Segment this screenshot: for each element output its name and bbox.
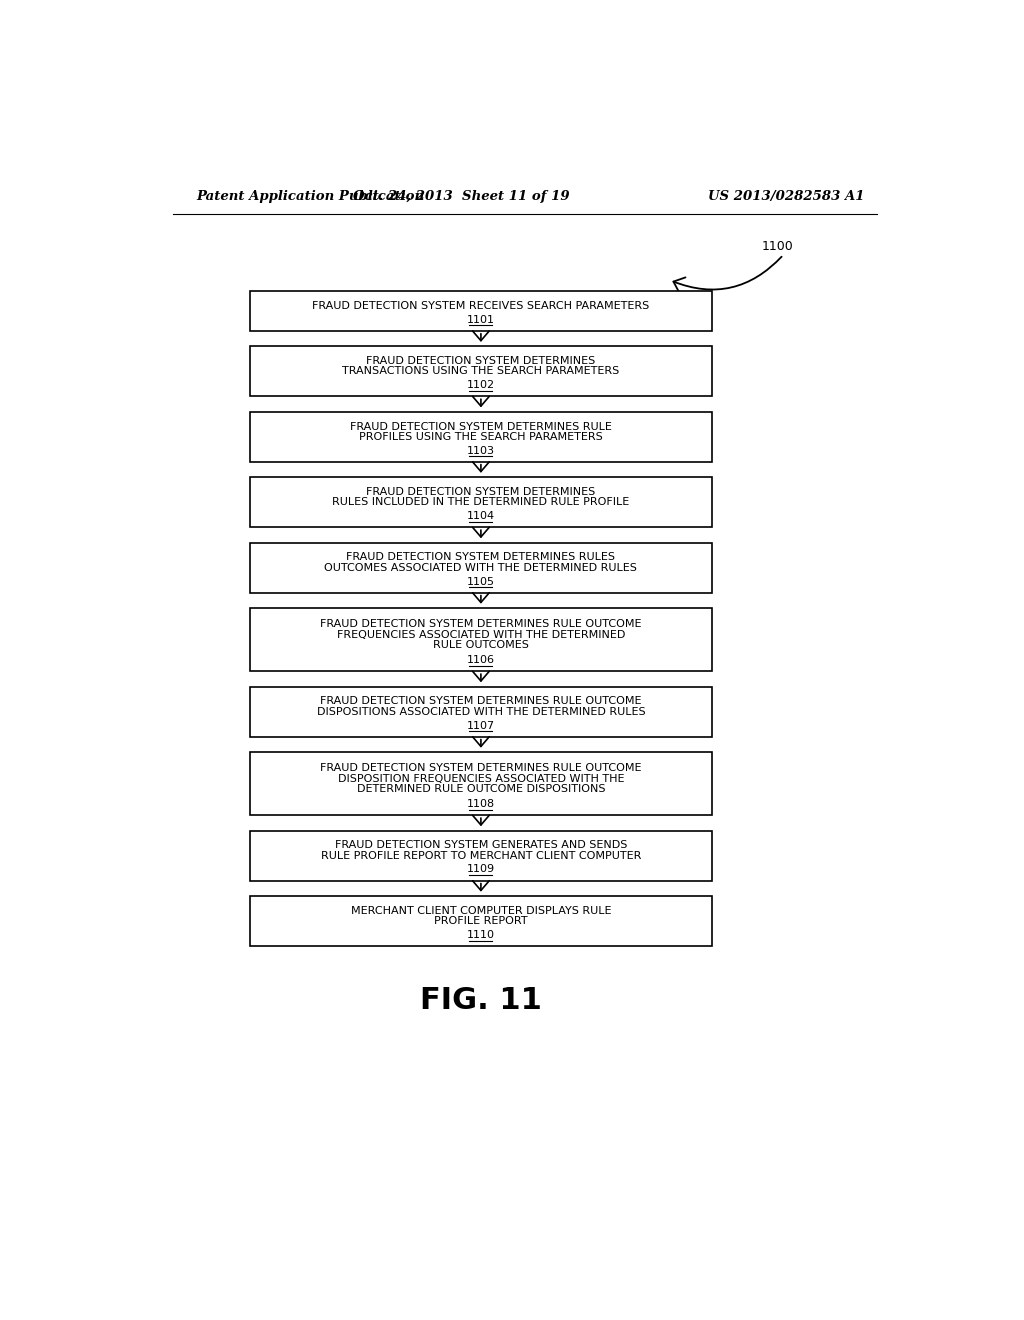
Text: FIG. 11: FIG. 11 xyxy=(420,986,542,1015)
Bar xyxy=(250,290,712,331)
FancyArrowPatch shape xyxy=(473,737,489,747)
Text: 1106: 1106 xyxy=(467,655,495,665)
Text: RULES INCLUDED IN THE DETERMINED RULE PROFILE: RULES INCLUDED IN THE DETERMINED RULE PR… xyxy=(332,498,630,507)
Text: FRAUD DETECTION SYSTEM DETERMINES: FRAUD DETECTION SYSTEM DETERMINES xyxy=(367,356,596,366)
Text: Oct. 24, 2013  Sheet 11 of 19: Oct. 24, 2013 Sheet 11 of 19 xyxy=(353,190,570,203)
Text: PROFILES USING THE SEARCH PARAMETERS: PROFILES USING THE SEARCH PARAMETERS xyxy=(359,432,603,442)
FancyArrowPatch shape xyxy=(473,527,489,537)
FancyArrowPatch shape xyxy=(674,256,781,293)
FancyArrowPatch shape xyxy=(473,462,489,471)
Text: US 2013/0282583 A1: US 2013/0282583 A1 xyxy=(708,190,864,203)
FancyArrowPatch shape xyxy=(473,331,489,341)
Text: DISPOSITIONS ASSOCIATED WITH THE DETERMINED RULES: DISPOSITIONS ASSOCIATED WITH THE DETERMI… xyxy=(316,706,645,717)
Bar xyxy=(250,686,712,737)
Text: DISPOSITION FREQUENCIES ASSOCIATED WITH THE: DISPOSITION FREQUENCIES ASSOCIATED WITH … xyxy=(338,774,625,784)
Bar xyxy=(250,609,712,671)
Text: DETERMINED RULE OUTCOME DISPOSITIONS: DETERMINED RULE OUTCOME DISPOSITIONS xyxy=(356,784,605,795)
Text: PROFILE REPORT: PROFILE REPORT xyxy=(434,916,527,927)
Text: 1103: 1103 xyxy=(467,446,495,455)
Bar xyxy=(250,752,712,816)
Text: RULE OUTCOMES: RULE OUTCOMES xyxy=(433,640,528,649)
Text: FRAUD DETECTION SYSTEM DETERMINES RULE OUTCOME: FRAUD DETECTION SYSTEM DETERMINES RULE O… xyxy=(321,763,642,774)
Text: FRAUD DETECTION SYSTEM DETERMINES RULE OUTCOME: FRAUD DETECTION SYSTEM DETERMINES RULE O… xyxy=(321,619,642,630)
Bar xyxy=(250,830,712,880)
Text: 1102: 1102 xyxy=(467,380,495,391)
Text: OUTCOMES ASSOCIATED WITH THE DETERMINED RULES: OUTCOMES ASSOCIATED WITH THE DETERMINED … xyxy=(325,562,637,573)
Text: FRAUD DETECTION SYSTEM DETERMINES RULES: FRAUD DETECTION SYSTEM DETERMINES RULES xyxy=(346,553,615,562)
Text: FRAUD DETECTION SYSTEM RECEIVES SEARCH PARAMETERS: FRAUD DETECTION SYSTEM RECEIVES SEARCH P… xyxy=(312,301,649,310)
Text: TRANSACTIONS USING THE SEARCH PARAMETERS: TRANSACTIONS USING THE SEARCH PARAMETERS xyxy=(342,367,620,376)
Text: 1104: 1104 xyxy=(467,511,495,521)
Bar xyxy=(250,896,712,946)
Text: 1105: 1105 xyxy=(467,577,495,586)
Bar xyxy=(250,478,712,527)
Bar xyxy=(250,346,712,396)
FancyArrowPatch shape xyxy=(473,396,489,407)
Text: FRAUD DETECTION SYSTEM GENERATES AND SENDS: FRAUD DETECTION SYSTEM GENERATES AND SEN… xyxy=(335,841,627,850)
Text: Patent Application Publication: Patent Application Publication xyxy=(196,190,424,203)
FancyArrowPatch shape xyxy=(473,816,489,825)
Text: FREQUENCIES ASSOCIATED WITH THE DETERMINED: FREQUENCIES ASSOCIATED WITH THE DETERMIN… xyxy=(337,630,625,640)
Text: 1101: 1101 xyxy=(467,314,495,325)
FancyArrowPatch shape xyxy=(473,880,489,891)
Text: FRAUD DETECTION SYSTEM DETERMINES RULE OUTCOME: FRAUD DETECTION SYSTEM DETERMINES RULE O… xyxy=(321,697,642,706)
Text: 1110: 1110 xyxy=(467,931,495,940)
Bar xyxy=(250,543,712,593)
Text: FRAUD DETECTION SYSTEM DETERMINES: FRAUD DETECTION SYSTEM DETERMINES xyxy=(367,487,596,498)
FancyArrowPatch shape xyxy=(473,593,489,602)
Text: RULE PROFILE REPORT TO MERCHANT CLIENT COMPUTER: RULE PROFILE REPORT TO MERCHANT CLIENT C… xyxy=(321,851,641,861)
FancyArrowPatch shape xyxy=(473,672,489,681)
Text: 1108: 1108 xyxy=(467,799,495,809)
Bar xyxy=(250,412,712,462)
Text: FRAUD DETECTION SYSTEM DETERMINES RULE: FRAUD DETECTION SYSTEM DETERMINES RULE xyxy=(350,421,612,432)
Text: 1109: 1109 xyxy=(467,865,495,875)
Text: 1100: 1100 xyxy=(762,240,794,253)
Text: MERCHANT CLIENT COMPUTER DISPLAYS RULE: MERCHANT CLIENT COMPUTER DISPLAYS RULE xyxy=(350,906,611,916)
Text: 1107: 1107 xyxy=(467,721,495,730)
